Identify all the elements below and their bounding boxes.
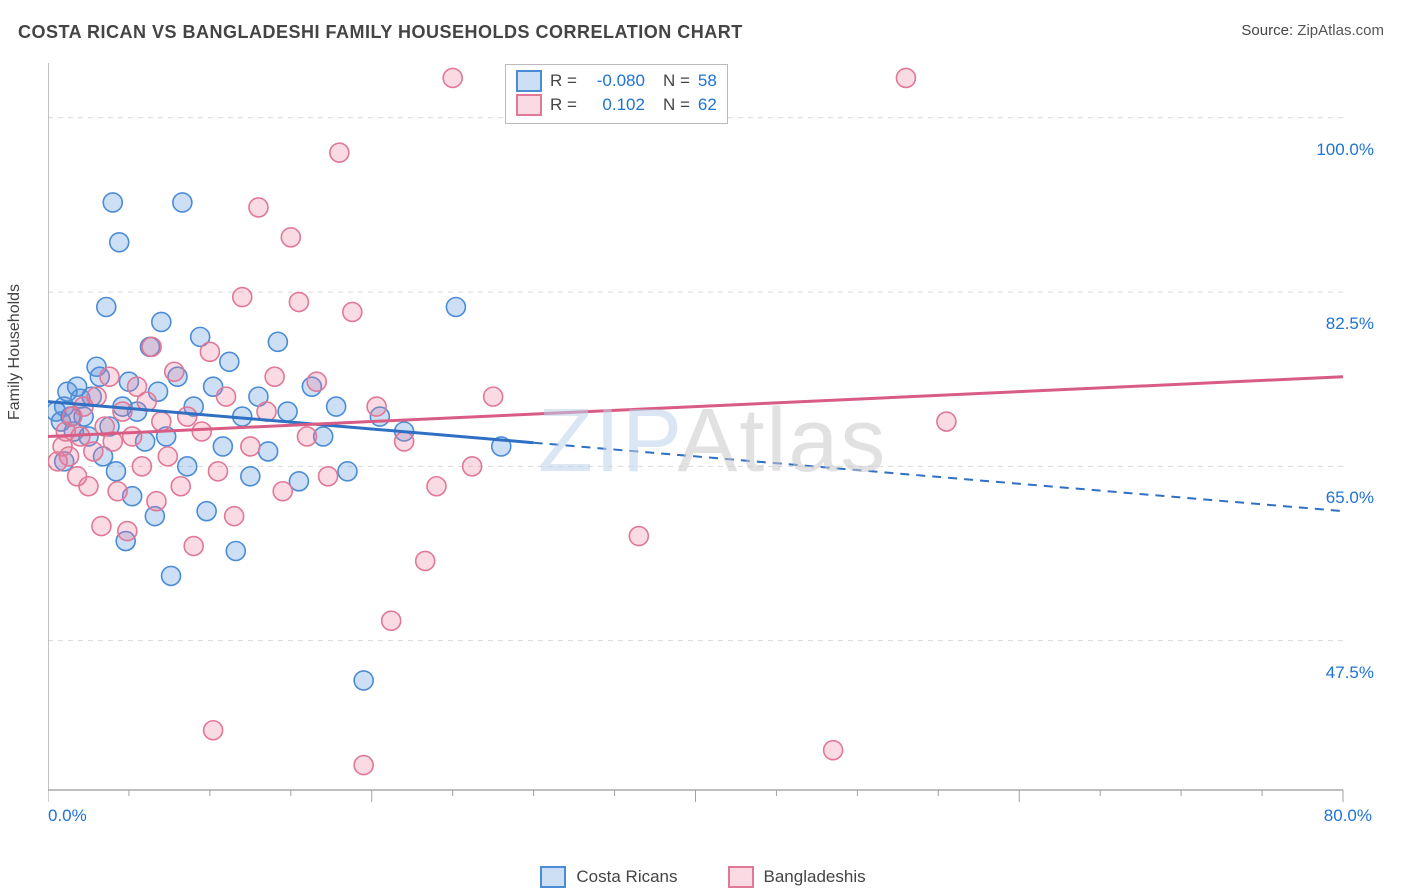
stats-legend-box: R = -0.080 N = 58 R = 0.102 N = 62: [505, 64, 728, 124]
source-attribution: Source: ZipAtlas.com: [1241, 22, 1384, 39]
source-value: ZipAtlas.com: [1297, 22, 1384, 39]
r-value: -0.080: [585, 69, 645, 93]
chart-plot-area: ZIPAtlas R =-0.080N =58R =0.102N =62 47.…: [48, 58, 1378, 830]
r-label: R =: [550, 69, 577, 93]
chart-svg: [48, 58, 1378, 830]
legend-swatch: [516, 94, 542, 116]
legend-swatch: [728, 866, 754, 888]
chart-title: COSTA RICAN VS BANGLADESHI FAMILY HOUSEH…: [18, 22, 743, 43]
r-label: R =: [550, 93, 577, 117]
y-axis-label: Family Households: [6, 284, 24, 420]
legend-swatch: [516, 70, 542, 92]
source-label: Source:: [1241, 22, 1293, 39]
y-tick-label: 47.5%: [1326, 663, 1374, 683]
series-legend: Costa Ricans Bangladeshis: [0, 866, 1406, 888]
y-tick-label: 65.0%: [1326, 488, 1374, 508]
n-label: N =: [663, 69, 690, 93]
n-value: 62: [698, 93, 717, 117]
y-tick-label: 82.5%: [1326, 314, 1374, 334]
series-legend-item: Costa Ricans: [540, 866, 677, 888]
series-legend-label: Bangladeshis: [764, 867, 866, 887]
x-min-label: 0.0%: [48, 806, 87, 826]
n-label: N =: [663, 93, 690, 117]
stats-legend-row: R = -0.080 N = 58: [516, 69, 717, 93]
n-value: 58: [698, 69, 717, 93]
series-legend-item: Bangladeshis: [728, 866, 866, 888]
x-max-label: 80.0%: [1324, 806, 1372, 826]
stats-legend-row: R = 0.102 N = 62: [516, 93, 717, 117]
series-legend-label: Costa Ricans: [576, 867, 677, 887]
r-value: 0.102: [585, 93, 645, 117]
y-tick-label: 100.0%: [1316, 140, 1374, 160]
legend-swatch: [540, 866, 566, 888]
